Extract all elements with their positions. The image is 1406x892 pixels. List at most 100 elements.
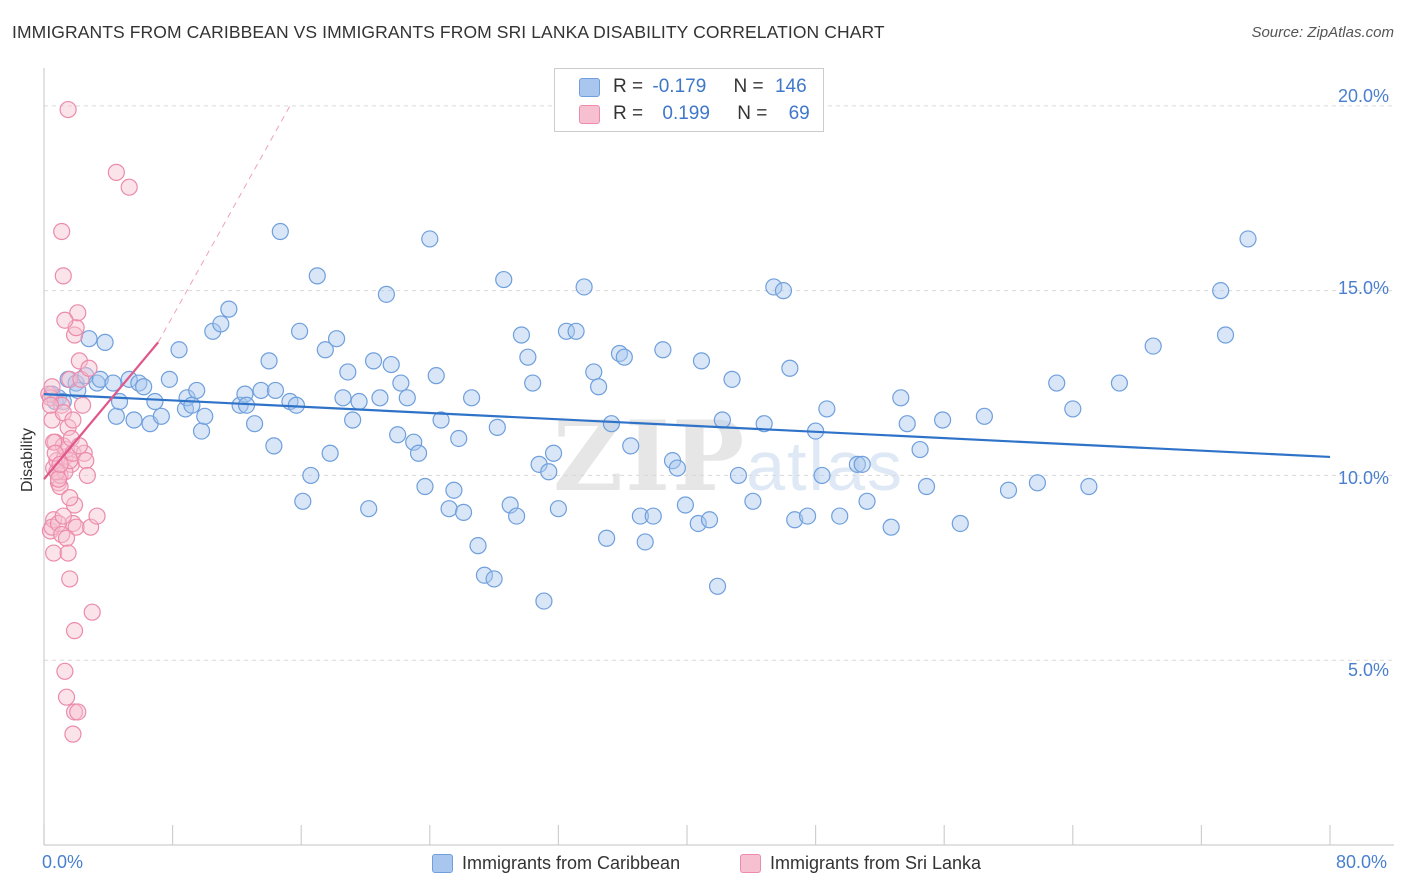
caribbean-point	[360, 500, 378, 518]
sri-lanka-trend-extension	[157, 105, 291, 343]
sri-lanka-point	[53, 222, 71, 241]
caribbean-point	[170, 341, 188, 359]
caribbean-point	[585, 363, 603, 381]
caribbean-point	[567, 322, 585, 340]
caribbean-point	[858, 492, 876, 510]
caribbean-point	[911, 440, 929, 459]
watermark-atlas: atlas	[746, 427, 905, 505]
sri-lanka-point	[49, 470, 68, 488]
caribbean-point	[183, 396, 201, 414]
caribbean-point	[892, 389, 910, 407]
caribbean-point	[508, 507, 526, 525]
sri-lanka-point	[69, 703, 87, 721]
caribbean-point	[271, 222, 289, 241]
caribbean-point	[107, 407, 125, 425]
caribbean-point	[350, 392, 368, 411]
caribbean-point	[371, 389, 389, 407]
caribbean-point	[416, 477, 434, 496]
stats-box: R = -0.179 N = 146 R = 0.199 N = 69	[554, 68, 824, 132]
caribbean-point	[125, 411, 143, 429]
caribbean-point	[440, 500, 458, 518]
caribbean-point	[755, 415, 773, 433]
caribbean-point	[713, 411, 731, 429]
caribbean-point	[432, 411, 450, 429]
sri-lanka-point	[54, 507, 72, 525]
caribbean-point	[1028, 474, 1047, 492]
x-tick-label-min: 0.0%	[42, 852, 84, 872]
sri-lanka-point	[73, 396, 92, 414]
sri-lanka-point	[57, 688, 76, 706]
caribbean-point	[692, 352, 711, 370]
caribbean-point	[765, 278, 783, 296]
caribbean-point	[575, 278, 593, 296]
y-tick-label-15: 15.0%	[1338, 278, 1390, 298]
sri-lanka-point	[70, 437, 88, 455]
y-tick-label-20: 20.0%	[1338, 86, 1390, 106]
caribbean-point	[427, 367, 445, 385]
caribbean-point	[188, 381, 206, 400]
legend-swatch-caribbean	[432, 854, 453, 873]
stats-row-caribbean: R = -0.179 N = 146	[613, 74, 807, 100]
r-value: 0.199	[662, 103, 710, 124]
caribbean-point	[1212, 282, 1230, 300]
caribbean-point	[631, 507, 649, 525]
sri-lanka-point	[64, 411, 82, 429]
caribbean-point	[135, 378, 153, 396]
x-tick-label-max: 80.0%	[1336, 852, 1388, 872]
caribbean-point	[598, 529, 616, 547]
axes	[43, 68, 1394, 846]
caribbean-point	[512, 326, 531, 344]
caribbean-point	[91, 370, 109, 388]
caribbean-point	[644, 507, 662, 525]
caribbean-point	[975, 407, 993, 425]
caribbean-point	[636, 533, 654, 551]
legend-item-sri-lanka[interactable]: Immigrants from Sri Lanka	[740, 850, 1040, 876]
caribbean-points	[43, 222, 1257, 610]
legend-label-caribbean: Immigrants from Caribbean	[462, 853, 681, 873]
caribbean-point	[231, 396, 249, 414]
caribbean-point	[290, 322, 309, 340]
caribbean-point	[524, 374, 542, 392]
caribbean-point	[294, 492, 312, 510]
caribbean-point	[495, 270, 513, 289]
caribbean-point	[831, 507, 849, 525]
y-tick-label-5: 5.0%	[1348, 660, 1390, 680]
caribbean-point	[689, 514, 707, 533]
caribbean-point	[774, 282, 793, 300]
caribbean-point	[781, 359, 799, 377]
sri-lanka-point	[54, 267, 72, 285]
caribbean-point	[813, 466, 831, 485]
sri-lanka-trend-line	[43, 341, 159, 480]
caribbean-point	[622, 437, 640, 455]
sri-lanka-point	[57, 529, 76, 547]
caribbean-point	[544, 444, 563, 462]
caribbean-point	[549, 500, 568, 518]
sri-lanka-point	[64, 725, 82, 743]
caribbean-point	[882, 518, 900, 536]
sri-lanka-points	[40, 100, 138, 743]
caribbean-point	[462, 389, 481, 407]
caribbean-point	[951, 514, 969, 533]
caribbean-point	[266, 381, 285, 400]
sri-lanka-point	[41, 396, 60, 414]
caribbean-point	[676, 496, 694, 514]
caribbean-point	[421, 230, 439, 248]
caribbean-point	[316, 341, 334, 359]
caribbean-point	[454, 503, 473, 521]
r-label: R =	[613, 103, 644, 124]
sri-lanka-point	[61, 489, 79, 507]
caribbean-point	[389, 426, 407, 444]
sri-lanka-point	[120, 178, 138, 196]
caribbean-point	[848, 455, 866, 473]
sri-lanka-point	[59, 544, 77, 562]
sri-lanka-point	[45, 544, 63, 562]
stats-swatch-caribbean	[579, 78, 600, 97]
caribbean-point	[1048, 374, 1066, 392]
caribbean-point	[146, 392, 164, 411]
caribbean-point	[364, 352, 383, 370]
legend-item-caribbean[interactable]: Immigrants from Caribbean	[432, 850, 732, 876]
n-value: 146	[774, 76, 807, 97]
chart-title: IMMIGRANTS FROM CARIBBEAN VS IMMIGRANTS …	[12, 22, 885, 42]
y-axis-label: Disability	[19, 427, 36, 493]
caribbean-point	[445, 481, 463, 499]
